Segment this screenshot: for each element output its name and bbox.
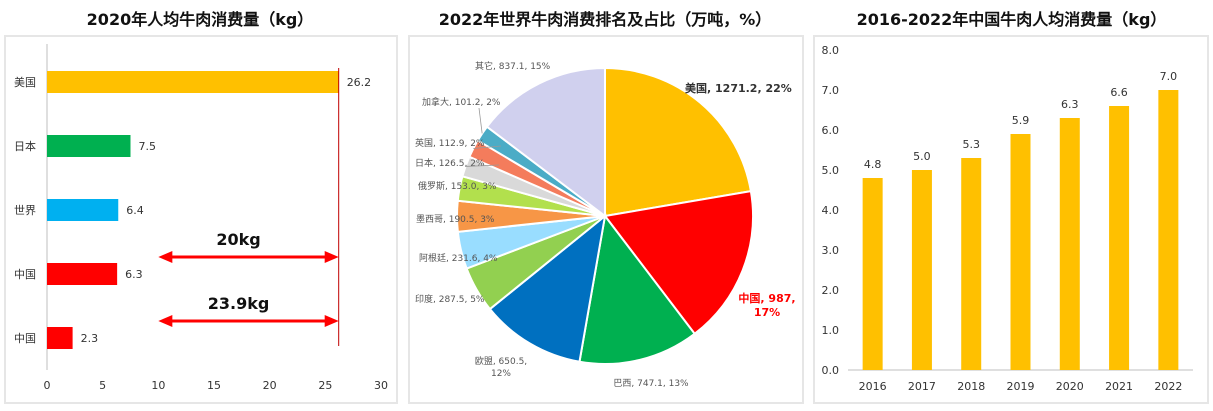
slice-label: 巴西, 747.1, 13%: [613, 378, 689, 389]
bar: [47, 263, 118, 285]
data-label: 6.4: [126, 204, 143, 217]
pie-slice: [603, 190, 754, 336]
y-tick-label: 6.0: [822, 124, 840, 137]
y-tick-label: 4.0: [822, 204, 840, 217]
chart-world-ranking-2022: 美国, 1271.2, 22% 中国, 987,17% 巴西, 747.1, 13%…: [415, 60, 796, 389]
leader-line: [473, 145, 502, 149]
bar: [1109, 106, 1130, 370]
data-label: 2.3: [81, 332, 99, 345]
leader-line: [478, 107, 483, 134]
data-label: 6.6: [1110, 86, 1128, 99]
slice-label: 印度, 287.5, 5%: [415, 293, 485, 305]
leader-line: [465, 164, 500, 167]
bar: [47, 327, 73, 349]
y-tick-label: 5.0: [822, 164, 840, 177]
x-tick-label: 30: [374, 379, 388, 392]
bar: [862, 178, 883, 370]
x-tick-label: 0: [44, 379, 51, 392]
x-tick-label: 2017: [908, 380, 936, 393]
data-label: 7.0: [1160, 70, 1178, 83]
x-tick-label: 2022: [1154, 380, 1182, 393]
chart-china-trend: 0.0 1.0 2.0 3.0 4.0 5.0 6.0 7.0 8.0 4.8 2016 5.0 201…: [822, 44, 1193, 393]
y-tick-label: 1.0: [822, 324, 840, 337]
data-label: 4.8: [864, 158, 882, 171]
category-label: 中国: [14, 268, 36, 281]
annotation-arrow-head: [324, 251, 339, 263]
data-label: 5.0: [913, 150, 931, 163]
bar: [911, 170, 932, 370]
category-label: 日本: [14, 139, 36, 153]
slice-label: 墨西哥, 190.5, 3%: [416, 214, 495, 225]
x-tick-label: 25: [318, 379, 332, 392]
data-label: 5.9: [1012, 114, 1030, 127]
slice-label: 日本, 126.5, 2%: [415, 157, 485, 169]
bar: [1010, 134, 1031, 370]
data-label: 6.3: [125, 268, 143, 281]
category-label: 中国: [14, 332, 36, 345]
slice-label: 加拿大, 101.2, 2%: [422, 96, 501, 108]
annotation-label: 20kg: [216, 230, 260, 249]
slice-label: 12%: [491, 369, 511, 379]
panel-world-ranking-2022: 2022年世界牛肉消费排名及占比（万吨，%） 美国, 1271.2, 22% 中国…: [405, 0, 805, 411]
x-tick-label: 2019: [1007, 380, 1035, 393]
annotation-arrow-head: [324, 315, 339, 327]
chart-per-capita-2020: 美国 26.2 日本 7.5 世界 6.4 中国 6.3 中国 2.3 0 5 10 15 20 25 30 20…: [14, 44, 388, 392]
x-tick-label: 2021: [1105, 380, 1133, 393]
x-tick-label: 2018: [957, 380, 985, 393]
x-tick-label: 2020: [1056, 380, 1084, 393]
data-label: 5.3: [962, 138, 980, 151]
data-label: 7.5: [139, 140, 157, 153]
annotation-arrow-head: [158, 315, 173, 327]
y-tick-label: 0.0: [822, 364, 840, 377]
bar: [47, 135, 131, 157]
data-label: 6.3: [1061, 98, 1079, 111]
slice-label: 欧盟, 650.5,: [475, 355, 527, 367]
bar: [1158, 90, 1179, 370]
chart-title: 2016-2022年中国牛肉人均消费量（kg）: [856, 10, 1167, 29]
y-tick-label: 7.0: [822, 84, 840, 97]
slice-label: 阿根廷, 231.6, 4%: [419, 252, 498, 264]
category-label: 世界: [14, 204, 36, 217]
x-tick-label: 15: [207, 379, 221, 392]
slice-label: 英国, 112.9, 2%: [415, 137, 485, 149]
x-tick-label: 10: [151, 379, 165, 392]
slice-label: 17%: [754, 306, 780, 319]
x-tick-label: 5: [99, 379, 106, 392]
panel-per-capita-2020: 2020年人均牛肉消费量（kg） 美国 26.2 日本 7.5 世界 6.4 中国 6.3 中国…: [0, 0, 400, 411]
pie-slice: [488, 213, 607, 363]
panel-china-trend: 2016-2022年中国牛肉人均消费量（kg） 0.0 1.0 2.0 3.0 4.0 5…: [810, 0, 1213, 411]
data-label: 26.2: [347, 76, 372, 89]
slice-label: 其它, 837.1, 15%: [475, 60, 551, 72]
pie-slice: [485, 66, 606, 219]
bar: [961, 158, 982, 370]
slice-label: 中国, 987,: [738, 291, 795, 305]
y-tick-label: 3.0: [822, 244, 840, 257]
bar: [47, 71, 339, 93]
chart-title: 2022年世界牛肉消费排名及占比（万吨，%）: [438, 10, 772, 29]
annotation-arrow-head: [158, 251, 173, 263]
annotation-label: 23.9kg: [208, 294, 270, 313]
x-tick-label: 20: [263, 379, 277, 392]
chart-title: 2020年人均牛肉消费量（kg）: [86, 10, 314, 29]
x-tick-label: 2016: [859, 380, 887, 393]
pie-slice: [604, 66, 753, 218]
y-tick-label: 8.0: [822, 44, 840, 57]
pie-slice: [578, 213, 697, 365]
category-label: 美国: [14, 76, 36, 89]
slice-label: 美国, 1271.2, 22%: [685, 81, 792, 95]
y-tick-label: 2.0: [822, 284, 840, 297]
slice-label: 俄罗斯, 153.0, 3%: [418, 180, 497, 192]
bar: [47, 199, 119, 221]
bar: [1059, 118, 1080, 370]
